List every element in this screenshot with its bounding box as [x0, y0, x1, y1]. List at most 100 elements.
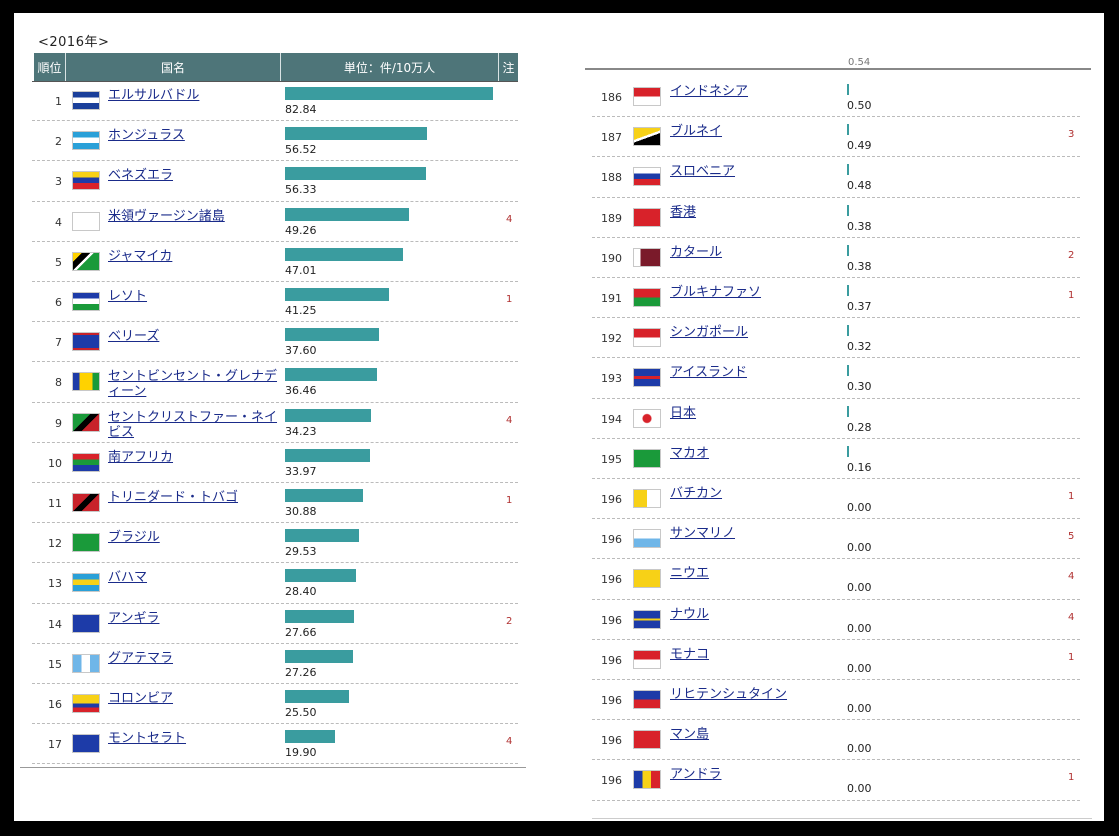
rank-label: 7	[55, 336, 62, 350]
country-link[interactable]: コロンビア	[108, 691, 174, 706]
value-label: 82.84	[285, 103, 317, 116]
country-link[interactable]: ホンジュラス	[108, 128, 185, 144]
bar-mark	[847, 124, 849, 136]
country-link[interactable]: ブラジル	[108, 530, 160, 546]
year-label: <2016年>	[38, 35, 110, 50]
table-row: 193 アイスランド 0.30	[592, 358, 1080, 399]
flag-icon	[633, 207, 661, 227]
country-link[interactable]: ベネズエラ	[108, 168, 174, 184]
country-link[interactable]: カタール	[670, 244, 723, 260]
country-link[interactable]: ナウル	[670, 606, 710, 622]
country-link[interactable]: サンマリノ	[670, 526, 736, 542]
flag-icon	[72, 131, 100, 151]
value-label: 0.00	[847, 782, 872, 796]
table-row: 194 日本 0.28	[592, 399, 1080, 439]
value-label: 0.00	[847, 661, 872, 675]
rank-label: 193	[601, 372, 622, 386]
note-label: 2	[506, 615, 513, 627]
flag-icon	[72, 251, 100, 271]
flag-icon	[72, 533, 100, 553]
value-label: 0.37	[847, 300, 872, 313]
country-link[interactable]: 日本	[670, 405, 697, 421]
table-row: 196 サンマリノ 0.00 5	[592, 519, 1080, 560]
rank-label: 9	[55, 416, 62, 430]
bar-mark	[285, 408, 371, 422]
table-row: 196 バチカン 0.00 1	[592, 479, 1080, 520]
country-link[interactable]: ジャマイカ	[108, 248, 173, 264]
table-row: 15 グアテマラ 27.26	[32, 644, 518, 684]
country-link[interactable]: グアテマラ	[108, 650, 174, 666]
value-label: 41.25	[285, 304, 317, 317]
country-link[interactable]: バチカン	[670, 486, 723, 501]
bar-mark	[285, 368, 377, 382]
country-link[interactable]: レソト	[108, 289, 148, 304]
country-link[interactable]: マン島	[670, 727, 710, 743]
rank-label: 16	[48, 698, 62, 711]
table-row: 11 トリニダード・トバゴ 30.88 1	[32, 483, 518, 524]
flag-icon	[72, 91, 100, 110]
value-label: 0.00	[847, 541, 872, 555]
rank-label: 196	[601, 533, 622, 547]
country-link[interactable]: アンドラ	[670, 767, 722, 783]
country-link[interactable]: インドネシア	[670, 84, 749, 99]
note-label: 2	[1068, 249, 1075, 261]
country-link[interactable]: 南アフリカ	[108, 449, 174, 465]
bar-mark	[847, 244, 849, 256]
rank-label: 195	[601, 452, 622, 466]
bar-mark	[847, 164, 849, 176]
bar-mark	[847, 204, 849, 216]
country-link[interactable]: ニウエ	[670, 566, 710, 582]
bar-mark	[285, 448, 371, 462]
country-link[interactable]: リヒテンシュタイン	[670, 687, 788, 702]
country-link[interactable]: ベリーズ	[108, 329, 160, 345]
country-link[interactable]: ブルネイ	[670, 124, 723, 140]
country-link[interactable]: マカオ	[670, 445, 710, 461]
flag-icon	[633, 649, 661, 669]
table-row: 186 インドネシア 0.50	[592, 77, 1080, 118]
rank-label: 8	[55, 376, 62, 390]
value-label: 0.16	[847, 460, 872, 474]
note-label: 4	[1068, 611, 1075, 623]
flag-icon	[633, 87, 661, 106]
country-link[interactable]: 香港	[670, 204, 697, 220]
bar-mark	[285, 127, 427, 141]
country-link[interactable]: 米領ヴァージン諸島	[108, 208, 225, 224]
left-header-rule	[32, 81, 518, 82]
flag-icon	[633, 529, 661, 549]
country-link[interactable]: トリニダード・トバゴ	[108, 490, 239, 505]
rank-label: 15	[48, 657, 62, 671]
country-link[interactable]: エルサルバドル	[108, 88, 200, 103]
bar-mark	[285, 609, 355, 623]
table-row: 5 ジャマイカ 47.01	[32, 242, 518, 282]
country-link[interactable]: セントビンセント・グレナディーン	[108, 369, 278, 400]
country-link[interactable]: シンガポール	[670, 325, 749, 341]
country-link[interactable]: バハマ	[108, 570, 148, 586]
table-row: 10 南アフリカ 33.97	[32, 443, 518, 483]
value-label: 0.38	[847, 259, 872, 273]
table-row: 188 スロベニア 0.48	[592, 157, 1080, 198]
country-link[interactable]: モナコ	[670, 646, 710, 662]
country-link[interactable]: モントセラト	[108, 731, 187, 747]
bar-mark	[285, 87, 493, 100]
bar-mark	[285, 207, 409, 221]
table-row: 8 セントビンセント・グレナディーン 36.46	[32, 362, 518, 403]
table-row: 7 ベリーズ 37.60	[32, 322, 518, 363]
table-row: 195 マカオ 0.16	[592, 439, 1080, 479]
rank-label: 196	[601, 613, 622, 627]
country-link[interactable]: セントクリストファー・ネイビス	[108, 409, 278, 440]
flag-icon	[72, 613, 100, 633]
rank-label: 196	[601, 774, 622, 788]
flag-icon	[633, 368, 661, 388]
country-link[interactable]: スロベニア	[670, 164, 736, 180]
rank-label: 196	[601, 653, 622, 667]
note-label: 4	[506, 736, 513, 748]
value-label: 33.97	[285, 464, 317, 478]
country-link[interactable]: ブルキナファソ	[670, 285, 762, 300]
country-link[interactable]: アイスランド	[670, 365, 747, 381]
bar-mark	[285, 730, 335, 744]
country-link[interactable]: アンギラ	[108, 610, 160, 626]
flag-icon	[72, 573, 100, 593]
bar-mark	[847, 84, 849, 95]
flag-icon	[72, 332, 100, 352]
flag-icon	[633, 328, 661, 348]
